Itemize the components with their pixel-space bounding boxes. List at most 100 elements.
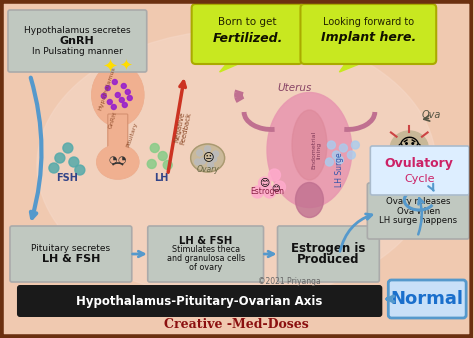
Circle shape [125, 90, 130, 95]
Text: Hypothalamus-Pituitary-Ovarian Axis: Hypothalamus-Pituitary-Ovarian Axis [76, 294, 323, 308]
Circle shape [273, 181, 285, 193]
Text: Ovary: Ovary [196, 166, 219, 174]
FancyBboxPatch shape [301, 4, 436, 64]
Text: ✦: ✦ [102, 59, 118, 77]
Circle shape [328, 141, 336, 149]
Polygon shape [219, 58, 247, 72]
Text: LH Surge: LH Surge [335, 153, 344, 187]
Circle shape [107, 99, 112, 104]
Text: Pituitary secretes: Pituitary secretes [31, 244, 110, 254]
Text: GnRH: GnRH [108, 111, 118, 129]
Circle shape [332, 151, 340, 159]
Circle shape [121, 83, 126, 89]
Circle shape [195, 159, 201, 165]
Circle shape [197, 150, 203, 156]
Circle shape [75, 165, 85, 175]
Ellipse shape [295, 183, 323, 217]
Text: Hypothalamus: Hypothalamus [97, 66, 116, 111]
Text: Pituitary: Pituitary [125, 122, 138, 148]
Circle shape [69, 157, 79, 167]
Circle shape [105, 86, 110, 91]
FancyBboxPatch shape [10, 226, 132, 282]
Text: ◔: ◔ [109, 155, 117, 165]
Polygon shape [339, 58, 369, 72]
FancyBboxPatch shape [388, 280, 466, 318]
Circle shape [49, 163, 59, 173]
Text: In Pulsating manner: In Pulsating manner [32, 47, 123, 55]
Text: Negative
Feedback: Negative Feedback [173, 111, 192, 146]
Text: 😊: 😊 [259, 177, 270, 187]
Text: 😐: 😐 [202, 153, 213, 163]
Text: Hypothalamus secretes: Hypothalamus secretes [24, 26, 131, 35]
Text: ✦: ✦ [119, 57, 132, 72]
Text: of ovary: of ovary [189, 263, 222, 272]
Text: Produced: Produced [297, 253, 360, 266]
Text: 😊: 😊 [271, 185, 280, 193]
Circle shape [122, 102, 128, 107]
Ellipse shape [92, 64, 144, 126]
Text: LH & FSH: LH & FSH [42, 254, 100, 264]
Ellipse shape [191, 144, 225, 172]
FancyBboxPatch shape [148, 226, 264, 282]
FancyBboxPatch shape [367, 183, 469, 239]
Circle shape [115, 93, 120, 97]
Circle shape [258, 177, 271, 189]
Text: Creative -Med-Doses: Creative -Med-Doses [164, 318, 309, 332]
Text: Ovary releases: Ovary releases [386, 197, 450, 206]
Circle shape [336, 156, 343, 164]
FancyBboxPatch shape [191, 4, 302, 64]
Text: ◔: ◔ [118, 155, 126, 165]
Circle shape [147, 160, 156, 169]
Ellipse shape [92, 64, 144, 126]
Circle shape [347, 151, 356, 159]
Circle shape [101, 94, 106, 98]
Text: Stimulates theca: Stimulates theca [172, 245, 240, 254]
Ellipse shape [37, 30, 436, 300]
Circle shape [268, 169, 281, 181]
Circle shape [213, 151, 219, 157]
Circle shape [200, 158, 206, 164]
Circle shape [205, 146, 210, 152]
Circle shape [158, 151, 167, 161]
Circle shape [55, 153, 65, 163]
Text: LH & FSH: LH & FSH [179, 236, 232, 245]
Circle shape [111, 104, 116, 110]
Circle shape [112, 79, 117, 84]
Text: and granulosa cells: and granulosa cells [166, 254, 245, 263]
Ellipse shape [97, 145, 139, 179]
Circle shape [252, 186, 264, 198]
Text: Born to get: Born to get [219, 17, 277, 27]
Circle shape [208, 162, 214, 168]
Circle shape [351, 141, 359, 149]
FancyBboxPatch shape [108, 114, 128, 156]
Ellipse shape [97, 145, 139, 179]
Ellipse shape [267, 93, 352, 208]
Text: Uterus: Uterus [277, 83, 312, 93]
Text: 😱: 😱 [398, 138, 421, 158]
Circle shape [210, 156, 217, 162]
Circle shape [128, 96, 132, 100]
Text: GnRH: GnRH [60, 36, 95, 46]
Text: FSH: FSH [56, 173, 78, 183]
Ellipse shape [390, 131, 428, 165]
Circle shape [339, 144, 347, 152]
Text: Estrogen is: Estrogen is [291, 242, 365, 255]
Text: Endometrial
lining: Endometrial lining [311, 131, 322, 169]
FancyBboxPatch shape [370, 146, 469, 195]
Text: Looking forward to: Looking forward to [323, 17, 414, 27]
Circle shape [119, 97, 124, 102]
FancyBboxPatch shape [277, 226, 379, 282]
Circle shape [150, 144, 159, 152]
Text: ©2021 Priyanga: ©2021 Priyanga [258, 277, 321, 287]
Text: Ovulatory: Ovulatory [385, 156, 454, 169]
Circle shape [163, 161, 172, 169]
Circle shape [264, 186, 275, 198]
Circle shape [326, 158, 333, 166]
Text: Normal: Normal [391, 290, 464, 308]
Text: Cycle: Cycle [404, 174, 435, 184]
Circle shape [63, 143, 73, 153]
Ellipse shape [292, 110, 327, 180]
Text: LH: LH [155, 173, 169, 183]
Text: Estrogen: Estrogen [251, 188, 284, 196]
FancyBboxPatch shape [8, 10, 147, 72]
